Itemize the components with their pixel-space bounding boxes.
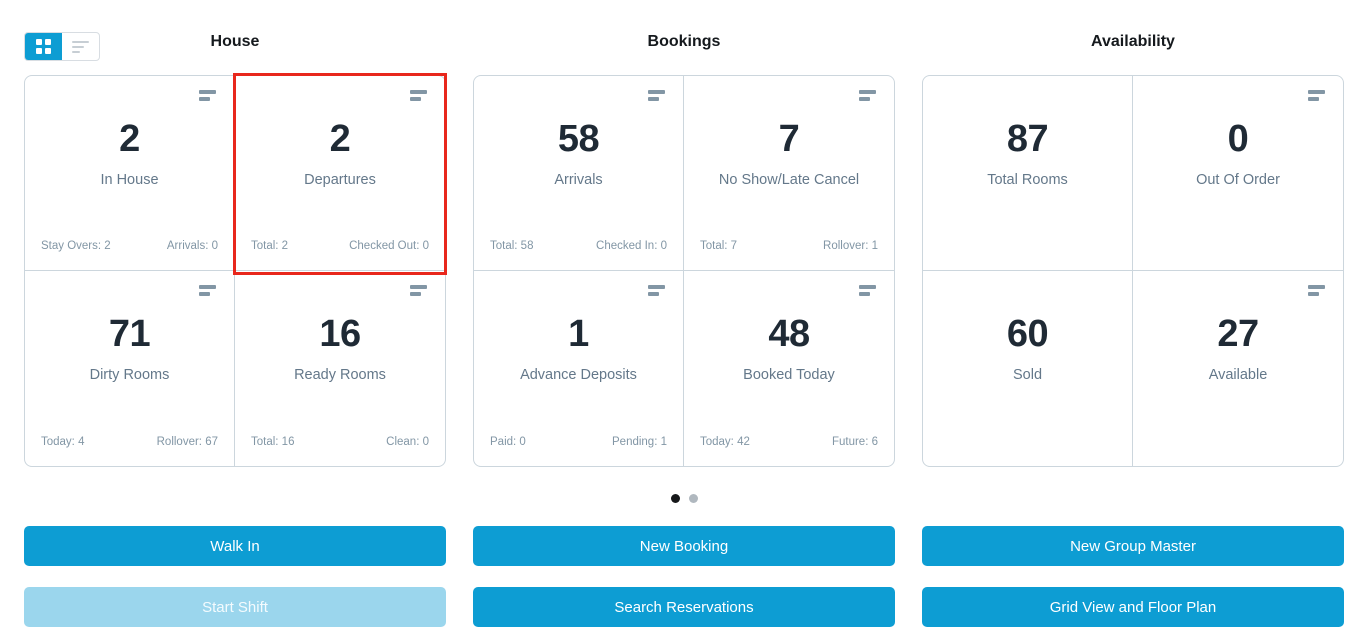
card-menu-icon[interactable] (410, 285, 427, 296)
card-footer-left: Total: 16 (251, 436, 295, 448)
card-footer-left: Total: 7 (700, 240, 738, 252)
card-total-rooms[interactable]: 87 Total Rooms (923, 76, 1133, 271)
card-menu-icon[interactable] (1308, 285, 1325, 296)
metric-label: Ready Rooms (294, 367, 386, 383)
card-footer-left: Paid: 0 (490, 436, 526, 448)
metric-label: Advance Deposits (520, 367, 637, 383)
card-footer-right: Checked In: 0 (596, 240, 667, 252)
card-available[interactable]: 27 Available (1133, 271, 1343, 466)
card-footer-left: Total: 58 (490, 240, 534, 252)
grid-icon (36, 39, 51, 54)
card-footer: Total: 2 Checked Out: 0 (235, 240, 445, 252)
card-footer: Total: 16 Clean: 0 (235, 436, 445, 448)
card-footer: Today: 42 Future: 6 (684, 436, 894, 448)
card-footer-right: Checked Out: 0 (349, 240, 429, 252)
card-footer-right: Rollover: 1 (823, 240, 878, 252)
card-in-house[interactable]: 2 In House Stay Overs: 2 Arrivals: 0 (25, 76, 235, 271)
metric-value: 16 (319, 313, 361, 355)
metric-label: Total Rooms (987, 172, 1068, 188)
card-footer-right: Arrivals: 0 (166, 240, 218, 252)
card-menu-icon[interactable] (648, 90, 665, 101)
card-footer: Today: 4 Rollover: 67 (25, 436, 234, 448)
card-departures[interactable]: 2 Departures Total: 2 Checked Out: 0 (235, 76, 445, 271)
card-footer: Total: 58 Checked In: 0 (474, 240, 683, 252)
card-footer: Paid: 0 Pending: 1 (474, 436, 683, 448)
card-menu-icon[interactable] (199, 285, 216, 296)
metric-value: 48 (768, 313, 810, 355)
metric-value: 1 (568, 313, 589, 355)
bookings-card-panel: 58 Arrivals Total: 58 Checked In: 0 7 No… (473, 75, 895, 467)
new-booking-button[interactable]: New Booking (473, 526, 895, 566)
metric-label: No Show/Late Cancel (718, 172, 860, 188)
card-dirty-rooms[interactable]: 71 Dirty Rooms Today: 4 Rollover: 67 (25, 271, 235, 466)
card-menu-icon[interactable] (199, 90, 216, 101)
metric-label: Departures (304, 172, 376, 188)
view-toggle-group (24, 32, 100, 61)
new-group-master-button[interactable]: New Group Master (922, 526, 1344, 566)
column-title-availability: Availability (1091, 33, 1175, 50)
metric-label: Available (1208, 367, 1268, 383)
card-footer-left: Today: 4 (41, 436, 85, 448)
card-footer-right: Future: 6 (831, 436, 878, 448)
column-title-house: House (210, 33, 260, 50)
card-footer-right: Pending: 1 (612, 436, 667, 448)
search-reservations-button[interactable]: Search Reservations (473, 587, 895, 627)
column-title-bookings: Bookings (647, 33, 721, 50)
card-footer-right: Rollover: 67 (156, 436, 218, 448)
carousel-pagination (0, 494, 1368, 503)
card-no-show-late-cancel[interactable]: 7 No Show/Late Cancel Total: 7 Rollover:… (684, 76, 894, 271)
card-menu-icon[interactable] (1308, 90, 1325, 101)
card-advance-deposits[interactable]: 1 Advance Deposits Paid: 0 Pending: 1 (474, 271, 684, 466)
house-card-panel: 2 In House Stay Overs: 2 Arrivals: 0 2 D… (24, 75, 446, 467)
card-menu-icon[interactable] (648, 285, 665, 296)
card-sold[interactable]: 60 Sold (923, 271, 1133, 466)
card-menu-icon[interactable] (859, 285, 876, 296)
metric-value: 7 (778, 118, 800, 160)
metric-value: 71 (108, 313, 151, 355)
start-shift-button[interactable]: Start Shift (24, 587, 446, 627)
list-view-button[interactable] (62, 33, 99, 60)
metric-value: 0 (1227, 118, 1249, 160)
metric-value: 58 (557, 118, 600, 160)
card-out-of-order[interactable]: 0 Out Of Order (1133, 76, 1343, 271)
card-footer: Stay Overs: 2 Arrivals: 0 (25, 240, 234, 252)
availability-card-panel: 87 Total Rooms 0 Out Of Order 60 Sold 27… (922, 75, 1344, 467)
grid-view-button[interactable] (25, 33, 62, 60)
card-footer: Total: 7 Rollover: 1 (684, 240, 894, 252)
card-footer-left: Today: 42 (700, 436, 750, 448)
card-footer-left: Stay Overs: 2 (41, 240, 111, 252)
metric-value: 2 (329, 118, 351, 160)
card-footer-left: Total: 2 (251, 240, 289, 252)
metric-label: Out Of Order (1196, 172, 1280, 188)
pagination-dot-1[interactable] (670, 494, 680, 503)
walk-in-button[interactable]: Walk In (24, 526, 446, 566)
card-arrivals[interactable]: 58 Arrivals Total: 58 Checked In: 0 (474, 76, 684, 271)
list-icon (72, 40, 89, 53)
metric-label: Booked Today (743, 367, 835, 383)
card-menu-icon[interactable] (410, 90, 427, 101)
metric-label: Dirty Rooms (89, 367, 170, 383)
card-booked-today[interactable]: 48 Booked Today Today: 42 Future: 6 (684, 271, 894, 466)
toolbar: House Bookings Availability (0, 0, 1368, 70)
metric-value: 60 (1006, 313, 1049, 355)
pagination-dot-2[interactable] (688, 494, 698, 503)
metric-value: 27 (1217, 313, 1259, 355)
metric-label: In House (100, 172, 159, 188)
grid-view-and-floor-plan-button[interactable]: Grid View and Floor Plan (922, 587, 1344, 627)
metric-label: Arrivals (554, 172, 603, 188)
metric-value: 2 (119, 118, 140, 160)
card-footer-right: Clean: 0 (386, 436, 429, 448)
card-ready-rooms[interactable]: 16 Ready Rooms Total: 16 Clean: 0 (235, 271, 445, 466)
metric-value: 87 (1006, 118, 1049, 160)
card-menu-icon[interactable] (859, 90, 876, 101)
metric-label: Sold (1012, 367, 1043, 383)
